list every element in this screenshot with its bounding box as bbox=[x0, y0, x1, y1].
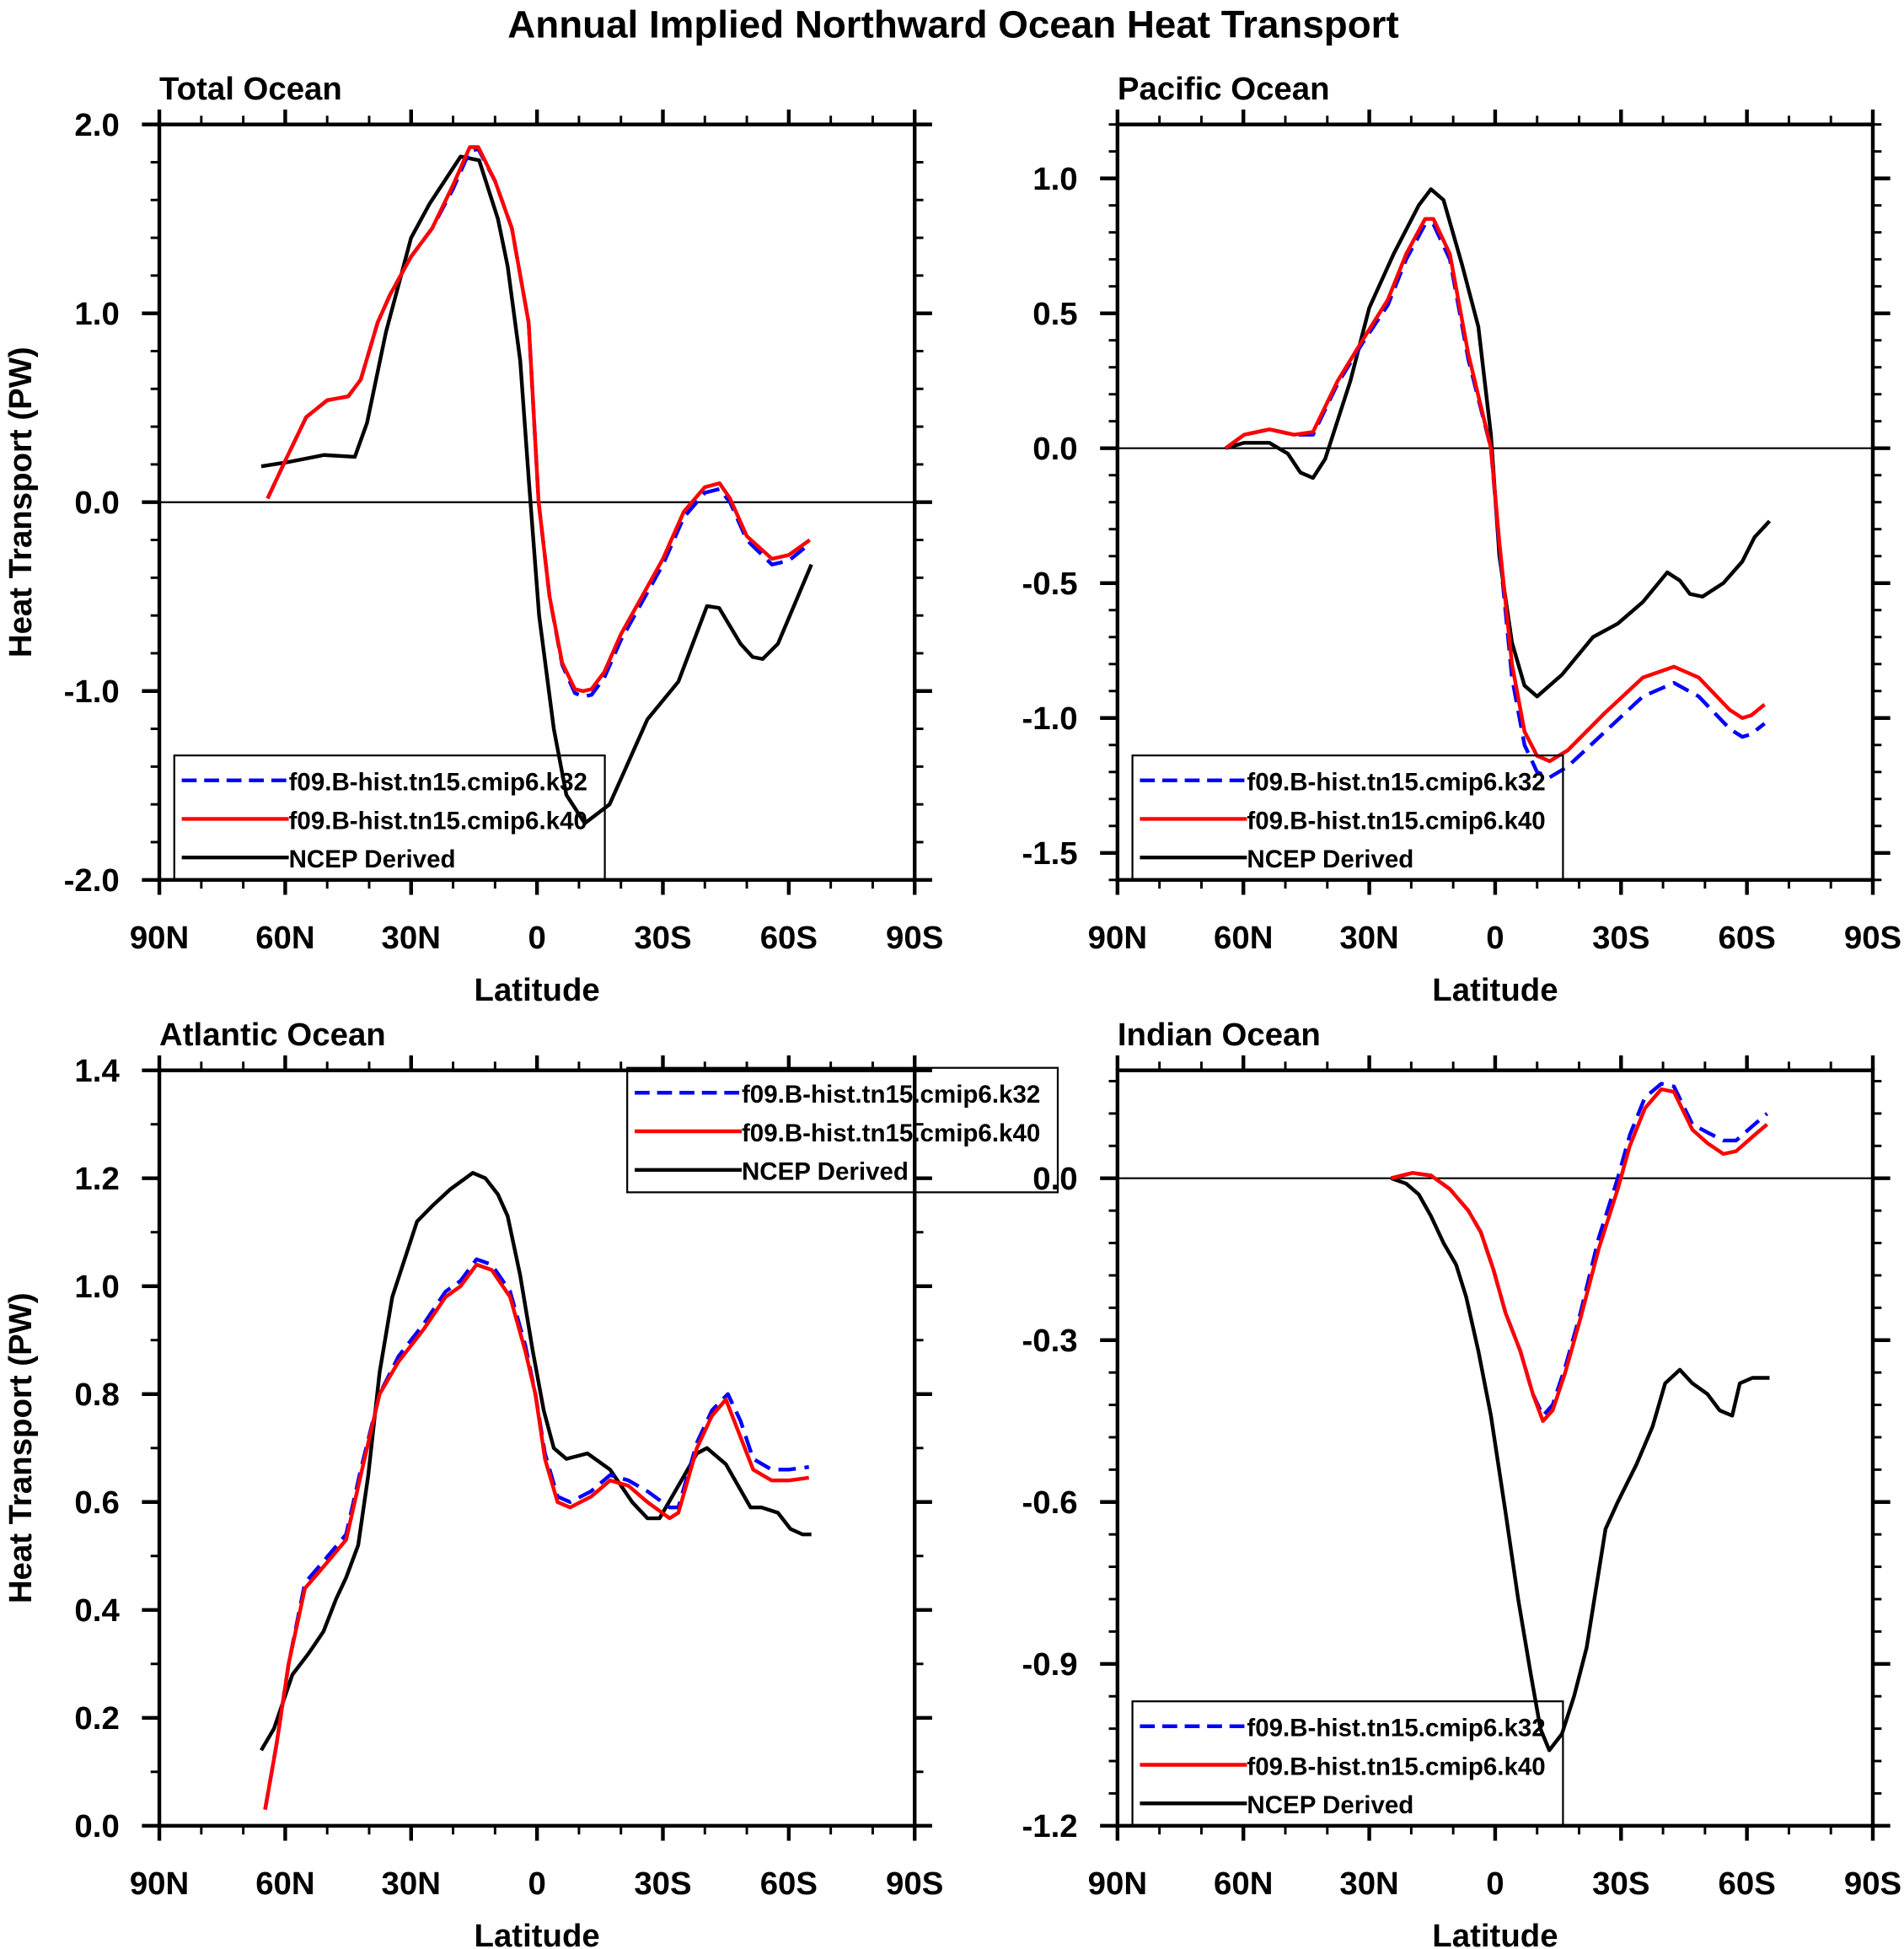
y-tick-label: 2.0 bbox=[74, 107, 119, 143]
x-tick-label: 0 bbox=[1486, 1866, 1504, 1902]
y-tick-label: 1.2 bbox=[74, 1161, 119, 1197]
legend-box bbox=[1131, 1700, 1564, 1827]
x-tick-label: 60S bbox=[760, 1866, 818, 1902]
series-line-k40 bbox=[265, 145, 812, 694]
legend-label: NCEP Derived bbox=[1247, 1791, 1413, 1819]
y-tick-label: 0.0 bbox=[1032, 1161, 1077, 1197]
x-tick-label: 90S bbox=[1844, 1866, 1901, 1902]
x-tick-label: 90N bbox=[1088, 1866, 1147, 1902]
x-tick-label: 30N bbox=[382, 1866, 441, 1902]
y-tick-label: -2.0 bbox=[64, 862, 120, 899]
y-tick-label: 0.0 bbox=[74, 1808, 119, 1844]
legend-box bbox=[1131, 754, 1564, 881]
series-line-ncep bbox=[1390, 1176, 1770, 1753]
y-axis-label: Heat Transport (PW) bbox=[3, 1292, 39, 1603]
y-tick-label: 0.4 bbox=[74, 1592, 120, 1629]
legend-label: f09.B-hist.tn15.cmip6.k40 bbox=[742, 1119, 1040, 1147]
y-tick-label: 0.5 bbox=[1032, 296, 1077, 332]
x-tick-label: 90S bbox=[886, 920, 943, 956]
x-tick-label: 60S bbox=[1719, 1866, 1776, 1902]
y-tick-label: -0.9 bbox=[1022, 1646, 1077, 1683]
x-tick-label: 30N bbox=[382, 920, 441, 956]
x-tick-label: 0 bbox=[528, 920, 545, 956]
panel-total-ocean: Total Ocean 90N 60N 30N 0 30S 60S 90S Latitude -2… bbox=[3, 71, 943, 1008]
x-tick-label: 30S bbox=[634, 920, 691, 956]
x-tick-label: 90N bbox=[130, 1866, 189, 1902]
x-tick-label: 0 bbox=[1486, 920, 1504, 956]
legend-label: NCEP Derived bbox=[289, 846, 456, 873]
x-axis-label: Latitude bbox=[1432, 1918, 1558, 1949]
legend: f09.B-hist.tn15.cmip6.k32 f09.B-hist.tn15… bbox=[173, 754, 606, 881]
legend-label: f09.B-hist.tn15.cmip6.k32 bbox=[1247, 1715, 1545, 1742]
series-line-k40 bbox=[1390, 1087, 1768, 1423]
x-tick-label: 90N bbox=[130, 920, 189, 956]
y-tick-label: -1.0 bbox=[1022, 701, 1077, 737]
panel-atlantic-ocean: Atlantic Ocean 90N 60N 30N 0 30S 60S 90S Latitud… bbox=[3, 1017, 1059, 1949]
panel-title: Pacific Ocean bbox=[1118, 71, 1330, 107]
y-tick-label: 0.0 bbox=[74, 485, 119, 521]
y-tick-label: -0.3 bbox=[1022, 1323, 1077, 1359]
y-tick-label: 1.0 bbox=[74, 296, 119, 332]
series-line-k40 bbox=[263, 1262, 810, 1811]
x-tick-label: 60N bbox=[255, 1866, 314, 1902]
panel-title: Total Ocean bbox=[159, 71, 342, 107]
y-tick-label: 0.8 bbox=[74, 1377, 119, 1413]
y-tick-label: 0.2 bbox=[74, 1700, 119, 1737]
series-line-k40 bbox=[1224, 217, 1766, 764]
legend: f09.B-hist.tn15.cmip6.k32 f09.B-hist.tn15… bbox=[1131, 754, 1564, 881]
legend-label: f09.B-hist.tn15.cmip6.k32 bbox=[1247, 768, 1545, 796]
y-tick-label: 1.4 bbox=[74, 1053, 120, 1089]
x-tick-label: 30S bbox=[1592, 920, 1649, 956]
legend-label: f09.B-hist.tn15.cmip6.k32 bbox=[289, 768, 587, 796]
y-axis-label: Heat Transport (PW) bbox=[3, 346, 39, 658]
x-tick-label: 0 bbox=[528, 1866, 545, 1902]
x-tick-label: 30S bbox=[634, 1866, 691, 1902]
x-tick-label: 90S bbox=[886, 1866, 943, 1902]
legend-label: NCEP Derived bbox=[742, 1158, 909, 1186]
x-tick-label: 60S bbox=[760, 920, 818, 956]
x-axis-label: Latitude bbox=[475, 972, 600, 1008]
x-tick-label: 60N bbox=[1214, 1866, 1273, 1902]
legend-box bbox=[626, 1066, 1059, 1194]
legend-label: f09.B-hist.tn15.cmip6.k40 bbox=[1247, 1753, 1545, 1780]
y-tick-label: -1.2 bbox=[1022, 1808, 1077, 1844]
legend-label: f09.B-hist.tn15.cmip6.k40 bbox=[289, 807, 587, 835]
x-tick-label: 30S bbox=[1592, 1866, 1649, 1902]
x-tick-label: 60N bbox=[255, 920, 314, 956]
panel-title: Indian Ocean bbox=[1118, 1017, 1321, 1053]
y-tick-label: -0.5 bbox=[1022, 566, 1077, 602]
legend-label: f09.B-hist.tn15.cmip6.k32 bbox=[742, 1081, 1040, 1109]
y-tick-label: 0.0 bbox=[1032, 431, 1077, 467]
x-tick-label: 60S bbox=[1719, 920, 1776, 956]
legend: f09.B-hist.tn15.cmip6.k32 f09.B-hist.tn15… bbox=[626, 1066, 1059, 1194]
y-tick-label: -1.0 bbox=[64, 674, 120, 710]
y-tick-label: -0.6 bbox=[1022, 1485, 1077, 1521]
panel-title: Atlantic Ocean bbox=[159, 1017, 386, 1053]
legend: f09.B-hist.tn15.cmip6.k32 f09.B-hist.tn15… bbox=[1131, 1700, 1564, 1827]
series-line-ncep bbox=[1225, 187, 1772, 699]
x-tick-label: 90S bbox=[1844, 920, 1901, 956]
x-axis-label: Latitude bbox=[475, 1918, 600, 1949]
y-tick-label: -1.5 bbox=[1022, 835, 1077, 872]
legend-label: NCEP Derived bbox=[1247, 846, 1413, 873]
x-tick-label: 30N bbox=[1339, 1866, 1398, 1902]
y-tick-label: 1.0 bbox=[1032, 161, 1077, 197]
series-line-ncep bbox=[260, 1171, 812, 1752]
panel-indian-ocean: Indian Ocean 90N 60N 30N 0 30S 60S 90S Latitude -… bbox=[1022, 1017, 1901, 1949]
legend-box bbox=[173, 754, 606, 881]
figure-title: Annual Implied Northward Ocean Heat Tran… bbox=[507, 3, 1398, 46]
series-line-ncep bbox=[260, 154, 813, 825]
legend-label: f09.B-hist.tn15.cmip6.k40 bbox=[1247, 807, 1545, 835]
x-axis-label: Latitude bbox=[1432, 972, 1558, 1008]
x-tick-label: 60N bbox=[1214, 920, 1273, 956]
x-tick-label: 90N bbox=[1088, 920, 1147, 956]
panel-pacific-ocean: Pacific Ocean 90N 60N 30N 0 30S 60S 90S Latitude… bbox=[1022, 71, 1901, 1008]
x-tick-label: 30N bbox=[1339, 920, 1398, 956]
y-tick-label: 1.0 bbox=[74, 1269, 119, 1305]
y-tick-label: 0.6 bbox=[74, 1485, 119, 1521]
